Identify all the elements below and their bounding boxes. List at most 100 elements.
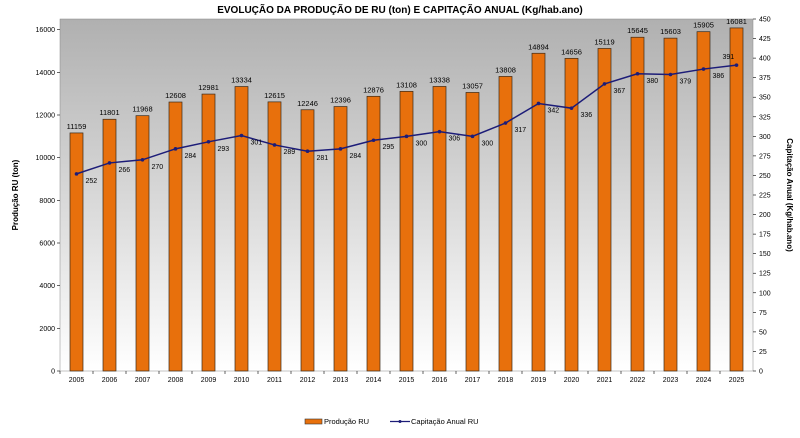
x-tick-label: 2012 [300, 377, 316, 384]
line-data-label: 300 [482, 140, 494, 147]
y-tick-label: 14000 [36, 70, 56, 77]
y-tick-label: 4000 [39, 283, 55, 290]
x-tick-label: 2022 [630, 377, 646, 384]
x-tick-label: 2009 [201, 377, 217, 384]
legend-swatch-bar [304, 418, 323, 425]
line-data-label: 293 [218, 146, 230, 153]
line-data-label: 336 [581, 112, 593, 119]
line-point [602, 82, 607, 86]
y2-tick-label: 350 [759, 95, 771, 102]
legend: Produção RU Capitação Anual RU [304, 417, 479, 426]
y2-tick-label: 50 [759, 329, 767, 336]
bar-data-label: 13057 [462, 81, 483, 90]
line-point [107, 161, 112, 165]
y2-tick-label: 300 [759, 134, 771, 141]
x-tick-label: 2008 [168, 377, 184, 384]
x-tick-label: 2010 [234, 377, 250, 384]
bar [564, 57, 579, 372]
line-point [272, 143, 277, 147]
y-tick-label: 10000 [36, 155, 56, 162]
bar-data-label: 12981 [198, 83, 219, 92]
bar [135, 115, 150, 372]
bar [102, 118, 117, 372]
x-tick-label: 2014 [366, 377, 382, 384]
bar-data-label: 12615 [264, 91, 285, 100]
line-point [74, 172, 79, 176]
bar [300, 109, 315, 372]
bar-data-label: 11801 [99, 108, 119, 117]
y-tick-label: 0 [51, 369, 55, 376]
bar-data-label: 11968 [132, 105, 152, 114]
bar [333, 106, 348, 372]
x-tick-label: 2013 [333, 377, 349, 384]
y2-tick-label: 100 [759, 290, 771, 297]
x-tick-label: 2019 [531, 377, 547, 384]
line-data-label: 270 [152, 164, 164, 171]
line-data-label: 306 [449, 136, 461, 143]
bar [465, 92, 480, 372]
bar [168, 101, 183, 372]
line-data-label: 300 [416, 140, 428, 147]
line-data-label: 386 [713, 73, 725, 80]
y2-tick-label: 425 [759, 36, 771, 43]
bar [432, 86, 447, 372]
y2-tick-label: 225 [759, 193, 771, 200]
bar-data-label: 12246 [297, 99, 318, 108]
bar [69, 132, 84, 372]
y2-tick-label: 200 [759, 212, 771, 219]
line-data-label: 379 [680, 79, 692, 86]
line-data-label: 295 [383, 144, 395, 151]
line-point [668, 72, 673, 77]
y2-tick-label: 450 [759, 17, 771, 24]
chart-title: EVOLUÇÃO DA PRODUÇÃO DE RU (ton) E CAPIT… [217, 3, 583, 16]
y2-tick-label: 275 [759, 153, 771, 160]
line-point [635, 71, 640, 76]
x-tick-label: 2023 [663, 377, 679, 384]
line-data-label: 284 [350, 153, 362, 160]
line-point [536, 101, 541, 106]
bar [729, 27, 744, 372]
line-data-label: 301 [251, 140, 263, 147]
bar-data-label: 12396 [330, 96, 351, 105]
y2-tick-label: 325 [759, 114, 771, 121]
line-point [239, 133, 244, 138]
line-point [338, 147, 343, 151]
line-data-label: 391 [723, 54, 735, 61]
legend-marker [398, 420, 402, 423]
x-tick-label: 2006 [102, 377, 118, 384]
bar [696, 31, 711, 372]
bar-data-label: 13334 [231, 76, 252, 85]
bar-data-label: 14656 [561, 47, 582, 56]
line-point [569, 106, 574, 110]
line-point [734, 63, 739, 67]
bar-data-label: 15645 [627, 26, 648, 35]
bar [267, 101, 282, 372]
x-tick-label: 2011 [267, 377, 282, 384]
x-tick-label: 2024 [696, 377, 712, 384]
y2-tick-label: 125 [759, 271, 771, 278]
bar [531, 52, 546, 372]
x-tick-label: 2018 [498, 377, 514, 384]
bar-data-label: 13808 [495, 65, 516, 74]
bar [201, 93, 216, 372]
y-tick-label: 12000 [36, 113, 56, 120]
legend-label-line: Capitação Anual RU [411, 417, 479, 426]
y2-tick-label: 175 [759, 232, 771, 239]
y2-tick-label: 150 [759, 251, 771, 258]
y-tick-label: 2000 [39, 326, 55, 333]
x-tick-label: 2016 [432, 377, 448, 384]
y-tick-label: 16000 [36, 27, 56, 34]
bar [399, 91, 414, 372]
line-point [503, 121, 508, 125]
y-axis-label: Produção RU (ton) [11, 159, 20, 230]
line-data-label: 281 [317, 155, 329, 162]
bar-data-label: 15603 [660, 27, 681, 36]
line-point [173, 147, 178, 151]
line-point [470, 134, 475, 139]
bar [597, 48, 612, 372]
line-data-label: 289 [284, 149, 296, 156]
y2-axis-label: Capitação Anual (Kg/hab.ano) [785, 138, 794, 252]
x-tick-label: 2025 [729, 377, 745, 384]
bar [498, 76, 513, 372]
